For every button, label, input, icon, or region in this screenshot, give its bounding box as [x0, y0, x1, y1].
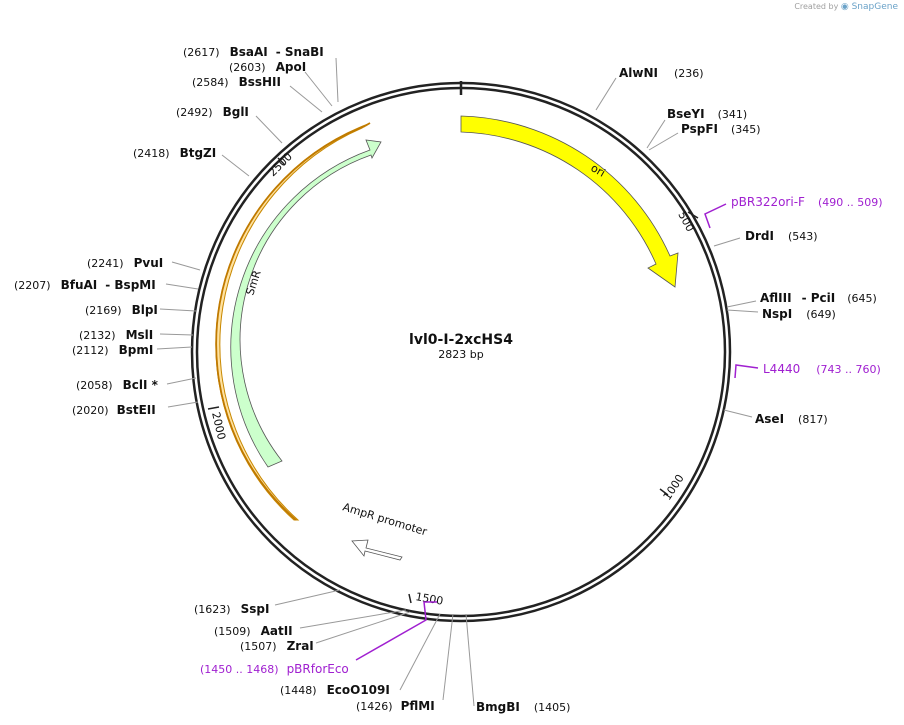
- tick-500: 500: [675, 209, 696, 234]
- enzyme-bseyi[interactable]: BseYI (341): [667, 107, 747, 121]
- enzyme-sspi[interactable]: (1623) SspI: [194, 602, 269, 616]
- enzyme-bcli[interactable]: (2058) BclI *: [76, 378, 159, 392]
- snapgene-credit: Created by ◉ SnapGene: [794, 2, 898, 12]
- orange-feature-line: [215, 125, 366, 521]
- enzyme-leader-lines: [156, 57, 759, 707]
- primer-l4440[interactable]: L4440 (743 .. 760): [763, 362, 881, 376]
- enzyme-ecoo109i[interactable]: (1448) EcoO109I: [280, 683, 390, 697]
- feature-label-ampr-promoter: AmpR promoter: [341, 500, 429, 538]
- enzyme-bsteii[interactable]: (2020) BstEII: [72, 403, 156, 417]
- enzyme-btgzi[interactable]: (2418) BtgZI: [133, 146, 216, 160]
- plasmid-name: lvl0-I-2xcHS4: [409, 332, 513, 348]
- enzyme-aatii[interactable]: (1509) AatII: [214, 624, 293, 638]
- primer-pbrforeco[interactable]: (1450 .. 1468) pBRforEco: [200, 662, 349, 676]
- primer-pbr322ori-f[interactable]: pBR322ori-F (490 .. 509): [731, 195, 883, 209]
- smr-feature-arrow[interactable]: [230, 139, 382, 468]
- enzyme-bsshii[interactable]: (2584) BssHII: [192, 75, 281, 89]
- enzyme-zrai[interactable]: (1507) ZraI: [240, 639, 314, 653]
- enzyme-pvui[interactable]: (2241) PvuI: [87, 256, 163, 270]
- enzyme-bpmi[interactable]: (2112) BpmI: [72, 343, 153, 357]
- tick-1500: 1500: [414, 590, 444, 608]
- enzyme-blpi[interactable]: (2169) BlpI: [85, 303, 158, 317]
- ori-feature-arrow[interactable]: [460, 115, 679, 288]
- tick-1000: 1000: [661, 472, 687, 503]
- feature-label-ori: ori: [589, 161, 608, 179]
- primer-markers: [355, 203, 759, 661]
- enzyme-nspi[interactable]: NspI (649): [762, 307, 836, 321]
- credit-prefix: Created by: [794, 2, 839, 11]
- enzyme-asei[interactable]: AseI (817): [755, 412, 828, 426]
- plasmid-length: 2823 bp: [438, 348, 483, 361]
- enzyme-msli[interactable]: (2132) MslI: [79, 328, 153, 342]
- enzyme-pflmi[interactable]: (1426) PflMI: [356, 699, 435, 713]
- enzyme-bgli[interactable]: (2492) BglI: [176, 105, 249, 119]
- tick-2000: 2000: [209, 411, 228, 441]
- snapgene-logo: ◉ SnapGene: [840, 2, 898, 12]
- enzyme-alwni[interactable]: AlwNI (236): [619, 66, 704, 80]
- enzyme-pspfi[interactable]: PspFI (345): [681, 122, 761, 136]
- enzyme-apoi[interactable]: (2603) ApoI: [229, 60, 306, 74]
- enzyme-bsaai-snabi[interactable]: (2617) BsaAI - SnaBI: [183, 45, 324, 59]
- enzyme-afliii-pcii[interactable]: AflIII - PciI (645): [760, 291, 877, 305]
- credit-brand: SnapGene: [851, 2, 898, 12]
- enzyme-bmgbi[interactable]: BmgBI (1405): [476, 700, 570, 714]
- enzyme-bfuai-bspmi[interactable]: (2207) BfuAI - BspMI: [14, 278, 156, 292]
- enzyme-drdi[interactable]: DrdI (543): [745, 229, 818, 243]
- ampr-promoter-arrow[interactable]: [351, 539, 403, 561]
